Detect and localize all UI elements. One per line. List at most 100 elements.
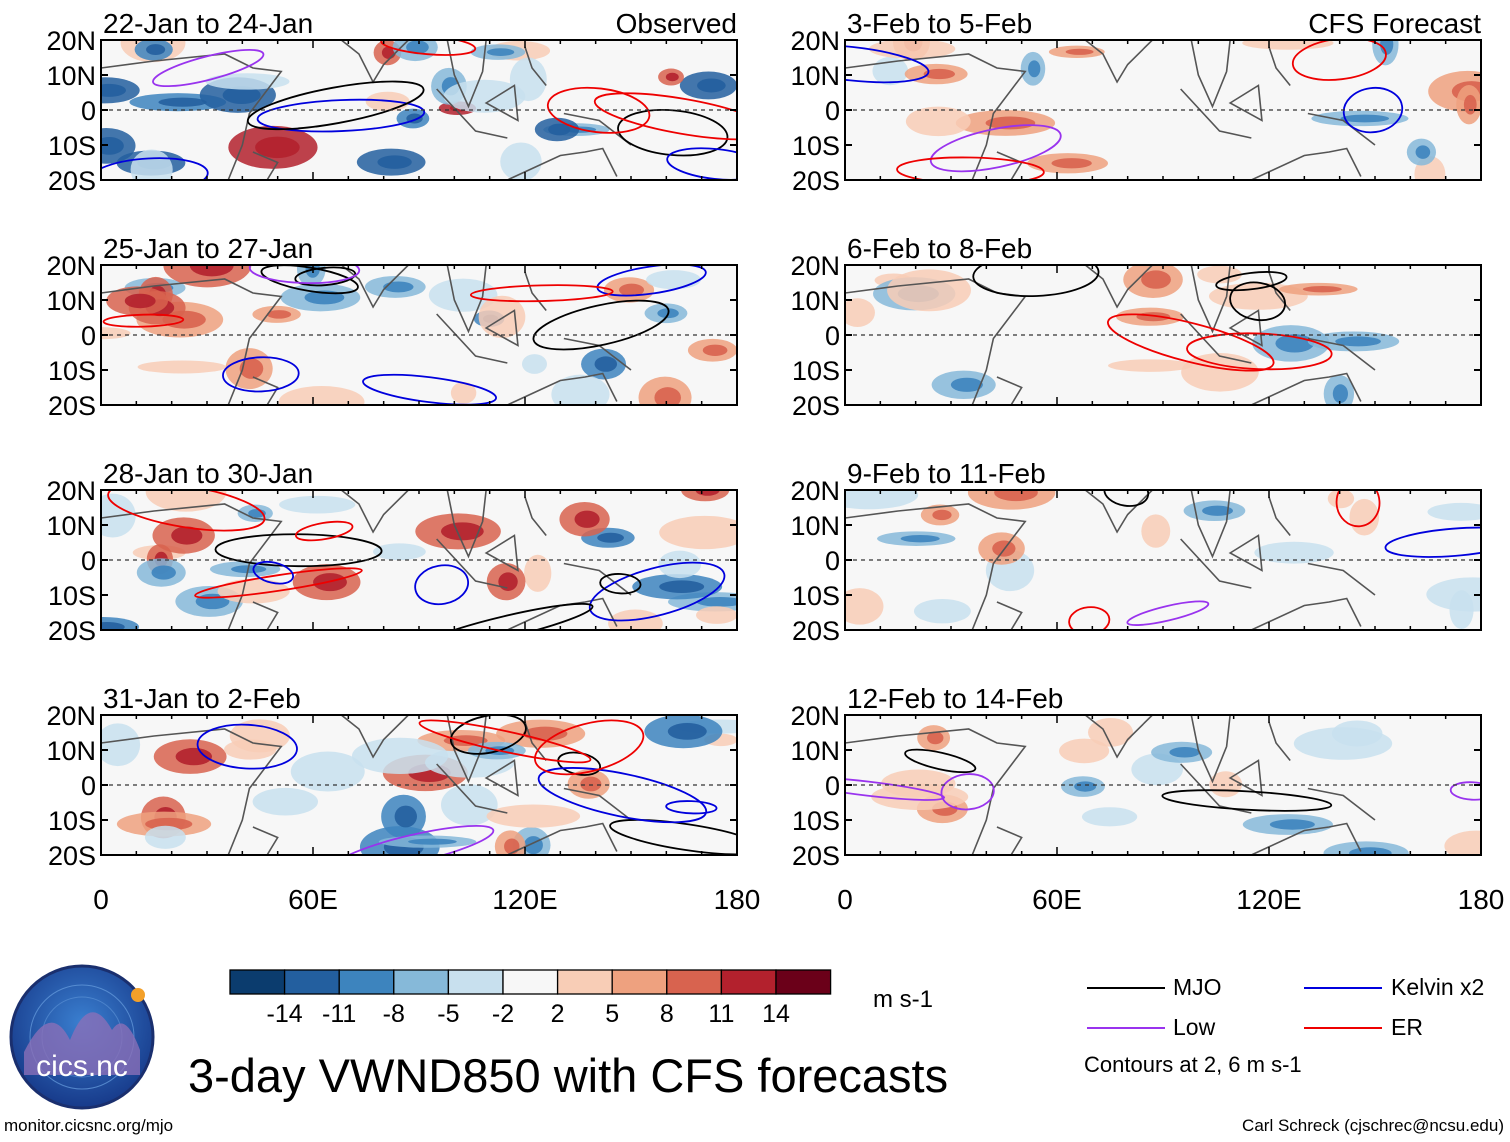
anomaly-core — [994, 490, 1038, 502]
lat-tick-label: 0 — [81, 771, 96, 801]
logo-text: cics.nc — [36, 1050, 128, 1083]
anomaly-shading — [521, 354, 548, 374]
colorbar-tick-label: 8 — [660, 1000, 674, 1028]
anomaly-shading — [443, 79, 526, 113]
colorbar-tick-label: -14 — [267, 1000, 303, 1028]
wave-contours — [196, 715, 737, 855]
anomaly-core — [151, 565, 176, 580]
madagascar-coast — [996, 601, 1023, 630]
colorbar-swatch — [447, 969, 504, 995]
lat-tick-label: 10S — [792, 581, 840, 611]
chart-title: 3-day VWND850 with CFS forecasts — [188, 1049, 949, 1102]
anomaly-core — [1332, 384, 1348, 404]
anomaly-core — [377, 155, 412, 169]
anomaly-core — [440, 522, 484, 541]
lat-tick-label: 10N — [46, 511, 96, 541]
lat-tick-label: 0 — [81, 546, 96, 576]
australia-coast — [506, 372, 618, 405]
wave-contour — [214, 533, 383, 568]
colorbar-tick-label: 5 — [605, 1000, 619, 1028]
anomaly-core — [594, 356, 618, 372]
panel-period-label: 3-Feb to 5-Feb — [847, 8, 1032, 39]
wave-contour — [1449, 781, 1481, 801]
anomaly-shading — [101, 723, 141, 767]
anomaly-shading — [1293, 727, 1393, 760]
madagascar-coast — [252, 826, 279, 855]
panel-6: 20N 10N 0 10S 20S 6-Feb to 8-Feb — [790, 233, 1482, 421]
anomaly-core — [523, 836, 543, 855]
anomaly-shading — [905, 106, 971, 137]
lat-tick-label: 20N — [46, 251, 96, 281]
lon-tick-label: 60E — [288, 884, 338, 915]
anomaly-shading — [845, 298, 875, 327]
wave-contour — [414, 564, 470, 606]
anomaly-core — [665, 72, 679, 82]
madagascar-coast — [996, 376, 1023, 405]
africa-coast — [101, 53, 283, 180]
anomaly-core — [950, 377, 983, 392]
anomaly-shading — [290, 751, 365, 792]
lat-tick-label: 10N — [790, 61, 840, 91]
lat-tick-label: 10S — [48, 581, 96, 611]
anomaly-shading — [1197, 265, 1242, 284]
wave-contour — [260, 265, 359, 295]
indochina-coast — [1190, 265, 1231, 334]
africa-coast — [845, 53, 1027, 180]
colorbar-swatch — [720, 969, 777, 995]
india-coast — [1084, 715, 1153, 759]
lat-tick-label: 20S — [792, 841, 840, 871]
sumatra-java-coast — [436, 763, 508, 814]
anomaly-shading — [1444, 830, 1481, 855]
borneo-coast — [1228, 534, 1263, 572]
wave-contour — [1229, 281, 1286, 322]
anomaly-core — [101, 621, 125, 630]
anomaly-core — [900, 534, 940, 543]
anomaly-shading — [137, 360, 227, 374]
australia-coast — [1250, 372, 1362, 405]
philippines-coast — [1268, 721, 1291, 762]
wave-contour — [896, 156, 1045, 180]
anomaly-core — [654, 387, 681, 405]
wave-contour — [845, 44, 930, 84]
anomaly-core — [1065, 48, 1094, 55]
indochina-coast — [1190, 490, 1231, 559]
panel-period-label: 28-Jan to 30-Jan — [103, 458, 313, 489]
australia-coast — [506, 822, 618, 855]
anomaly-core — [1202, 505, 1233, 516]
anomaly-shading — [279, 495, 356, 514]
wave-contours — [845, 40, 1404, 180]
lat-tick-label: 20N — [46, 476, 96, 506]
indochina-coast — [1190, 715, 1231, 784]
wave-contour — [246, 80, 425, 131]
panel-7: 20N 10N 0 10S 20S 9-Feb to 11-Feb — [790, 458, 1482, 646]
anomaly-shading — [278, 386, 365, 405]
lat-tick-label: 20N — [790, 476, 840, 506]
wave-contour — [295, 520, 354, 542]
colorbar-swatch — [502, 969, 559, 995]
colorbar: -14 -11 -8 -5 -2 2 5 8 11 14 — [229, 969, 832, 1028]
lon-tick-label: 180 — [714, 884, 761, 915]
sumatra-java-coast — [1180, 763, 1252, 814]
indochina-coast — [446, 265, 487, 334]
source-url[interactable]: monitor.cicsnc.org/mjo — [4, 1116, 174, 1135]
india-coast — [1084, 265, 1153, 309]
panel-period-label: 9-Feb to 11-Feb — [847, 458, 1046, 489]
anomaly-shading — [229, 719, 290, 753]
lat-tick-label: 0 — [825, 321, 840, 351]
anomaly-shading — [1181, 353, 1259, 392]
madagascar-coast — [996, 826, 1023, 855]
anomaly-shading — [551, 374, 610, 405]
anomaly-core — [394, 805, 417, 828]
panel-3: 20N 10N 0 10S 20S 28-Jan to 30-Jan — [46, 458, 738, 646]
legend-swatches — [1087, 987, 1382, 1029]
wave-contour — [593, 92, 737, 141]
new-guinea-coast — [563, 562, 632, 596]
philippines-coast — [1268, 496, 1291, 537]
anomaly-shading — [887, 269, 971, 312]
lat-tick-label: 10N — [790, 736, 840, 766]
lat-tick-label: 0 — [825, 771, 840, 801]
wave-contour — [972, 265, 1100, 298]
anomaly-shading — [101, 493, 136, 538]
wave-contour — [222, 356, 300, 393]
anomaly-shading — [486, 804, 581, 828]
